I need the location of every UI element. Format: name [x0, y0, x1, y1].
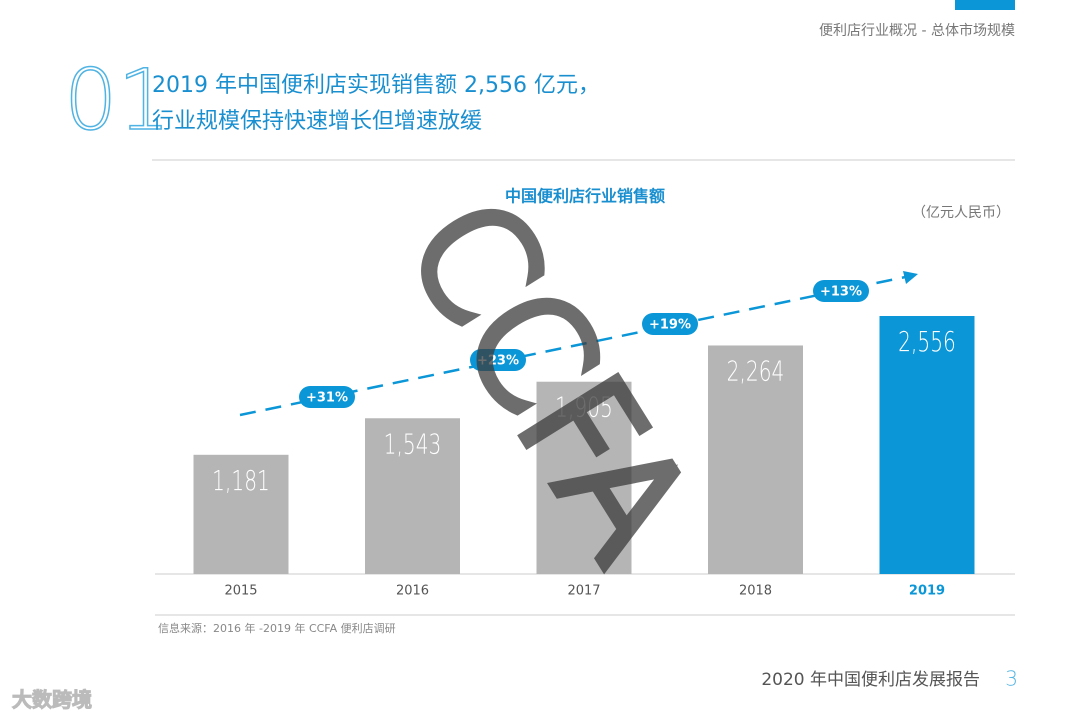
bar [193, 454, 289, 574]
x-tick-label: 2016 [396, 584, 429, 599]
header: 便利店行业概况 - 总体市场规模 [819, 22, 1015, 39]
growth-pill [299, 386, 355, 408]
source: 信息来源：2016 年 -2019 年 CCFA 便利店调研 [158, 621, 396, 635]
x-tick-label: 2018 [739, 584, 772, 599]
section-number: 01 [64, 51, 171, 149]
growth-pill [813, 280, 869, 302]
bar [365, 418, 460, 574]
value-label: 2,264 [727, 354, 785, 387]
value-label: 1,905 [555, 390, 613, 423]
headline: 行业规模保持快速增长但增速放缓 [152, 109, 482, 134]
footer: 2020 年中国便利店发展报告 [761, 670, 980, 690]
value-label: 1,181 [212, 463, 270, 496]
arrow-head [903, 271, 918, 284]
logo: 大数跨境 [12, 688, 92, 712]
growth-pill [470, 349, 526, 371]
growth-label: +31% [306, 391, 348, 406]
header-accent [955, 0, 1015, 10]
bar [708, 345, 803, 574]
bar [879, 316, 975, 574]
unit: （亿元人民币） [912, 205, 1010, 221]
x-tick-label: 2017 [567, 584, 600, 599]
headline: 2019 年中国便利店实现销售额 2,556 亿元， [152, 73, 600, 98]
growth-label: +19% [649, 318, 691, 333]
chart-title: 中国便利店行业销售额 [505, 187, 665, 206]
x-tick-label: 2015 [224, 584, 257, 599]
page-number: 3 [1005, 667, 1018, 691]
bar [536, 381, 632, 574]
growth-label: +13% [820, 285, 862, 300]
value-label: 2,556 [898, 325, 956, 358]
value-label: 1,543 [384, 427, 442, 460]
growth-pill [642, 313, 698, 335]
growth-label: +23% [477, 354, 519, 369]
x-tick-label: 2019 [909, 584, 945, 599]
